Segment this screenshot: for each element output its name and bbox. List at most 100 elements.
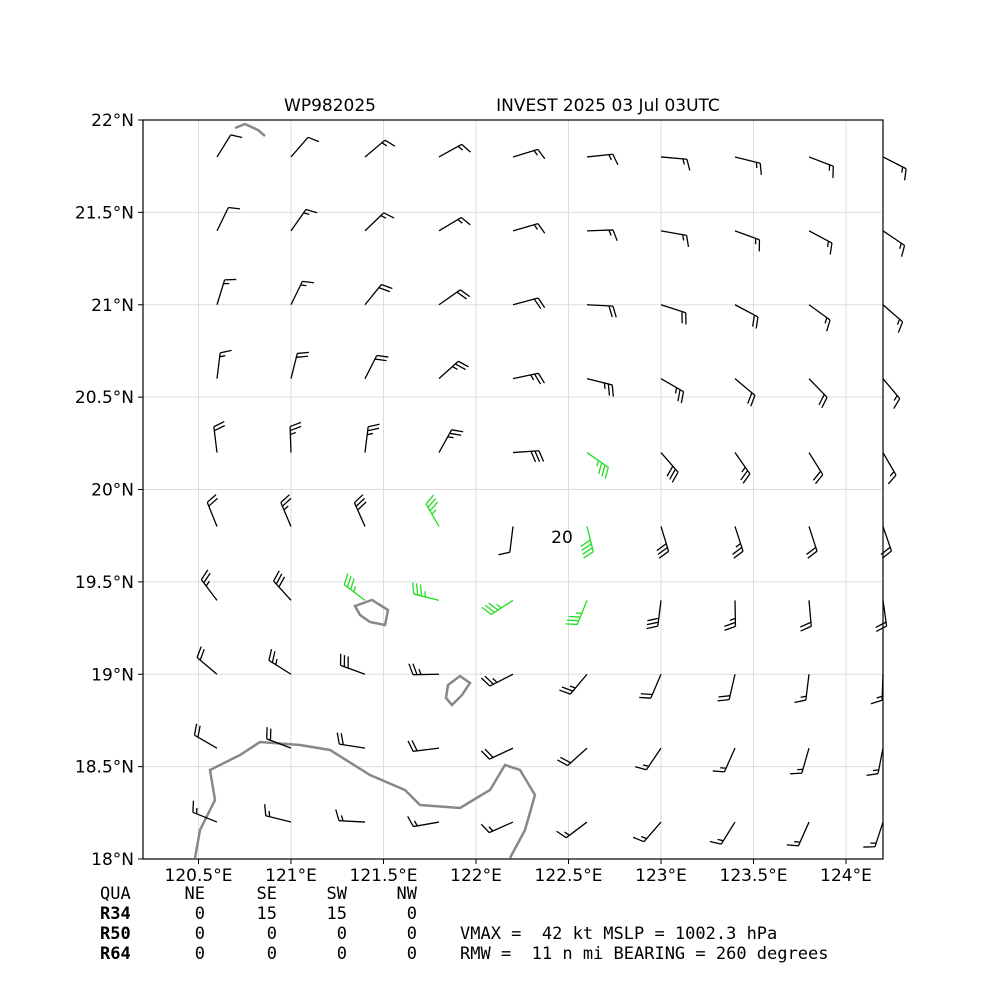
wind-barb <box>808 156 834 178</box>
table-cell: 15 <box>257 904 277 924</box>
wind-barb <box>339 653 366 675</box>
x-tick-label: 121°E <box>265 866 317 886</box>
wind-barb <box>808 378 828 409</box>
table-cell: 0 <box>337 924 347 944</box>
wind-barb <box>808 230 833 255</box>
wind-barb <box>717 674 736 702</box>
wind-barb <box>660 156 691 171</box>
wind-barb <box>213 420 226 453</box>
wind-barb <box>875 600 888 633</box>
x-tick-label: 123.5°E <box>720 866 788 886</box>
table-cell: 0 <box>195 944 205 964</box>
table-cell: R64 <box>100 944 131 964</box>
wind-barb <box>808 452 824 485</box>
wind-barb <box>632 821 662 843</box>
table-cell: 0 <box>407 904 417 924</box>
table-cell: 0 <box>267 924 277 944</box>
wind-barb <box>498 526 514 556</box>
wind-barb <box>882 156 907 181</box>
chart-subtitle: INVEST 2025 03 Jul 03UTC <box>496 96 720 116</box>
wind-barb <box>216 206 241 232</box>
wind-barb <box>412 582 440 601</box>
wind-barb <box>264 804 292 823</box>
wind-barb <box>407 740 440 752</box>
x-tick-label: 122°E <box>450 866 502 886</box>
wind-barb <box>734 304 759 329</box>
axes: 120.5°E 121°E 121.5°E 122°E 122.5°E 123°E 123.… <box>75 111 872 886</box>
wind-barb <box>800 600 812 632</box>
chart-title: WP982025 <box>284 96 376 116</box>
x-tick-label: 123°E <box>635 866 687 886</box>
wind-barb <box>794 674 810 704</box>
x-tick-label: 122.5°E <box>535 866 603 886</box>
wind-barb <box>734 230 761 252</box>
table-header: SW <box>327 884 348 904</box>
wind-barb <box>512 372 546 385</box>
wind-barb <box>724 600 737 631</box>
wind-barb <box>556 821 588 839</box>
wind-barb <box>786 821 810 847</box>
y-tick-label: 22°N <box>91 111 134 131</box>
wind-barb <box>512 148 546 160</box>
wind-barb <box>438 289 471 306</box>
wind-barb <box>565 600 588 626</box>
wind-barb <box>480 821 514 834</box>
wind-barb <box>289 421 302 453</box>
table-header: NE <box>185 884 205 904</box>
wind-barb <box>882 378 901 409</box>
table-cell: R50 <box>100 924 131 944</box>
wind-barb <box>364 283 393 306</box>
luzon-coast <box>193 740 537 859</box>
wind-barb <box>438 216 471 232</box>
wind-barb <box>806 526 818 559</box>
wind-barb <box>290 351 309 379</box>
wind-barb <box>808 304 831 332</box>
wind-barb <box>408 663 440 676</box>
wind-barb <box>216 278 237 305</box>
wind-barb <box>196 646 218 675</box>
wind-barb <box>712 747 736 773</box>
wind-barb <box>586 378 614 397</box>
y-tick-label: 21.5°N <box>75 203 134 223</box>
y-tick-label: 19°N <box>91 665 134 685</box>
wind-barb <box>206 494 218 527</box>
wind-barb <box>290 136 320 158</box>
wind-barb <box>290 280 315 306</box>
wind-barb <box>193 723 218 749</box>
island <box>444 674 472 707</box>
wind-barb <box>480 673 514 687</box>
y-tick-label: 19.5°N <box>75 573 134 593</box>
wind-barb <box>216 134 243 158</box>
wind-barb <box>660 452 679 483</box>
wind-barb <box>438 360 469 380</box>
coastline <box>193 122 537 859</box>
wind-barb <box>646 600 662 630</box>
wind-barb <box>660 304 687 325</box>
wind-barb <box>480 747 514 760</box>
wind-barb <box>734 452 751 484</box>
wind-barb <box>639 673 662 699</box>
island <box>353 598 390 627</box>
x-tick-label: 120.5°E <box>165 866 233 886</box>
wind-barb <box>364 423 380 453</box>
wind-barb <box>557 747 588 767</box>
wind-barb <box>586 304 617 318</box>
wind-barb <box>266 727 292 749</box>
table-cell: 0 <box>195 904 205 924</box>
barbs <box>192 134 907 848</box>
wind-barb <box>335 809 366 823</box>
y-tick-label: 21°N <box>91 296 134 316</box>
wind-barb <box>353 494 367 527</box>
wind-barb <box>586 153 619 166</box>
wind-barb <box>586 452 609 479</box>
wind-barb <box>586 229 618 242</box>
y-tick-label: 20.5°N <box>75 388 134 408</box>
x-tick-label: 124°E <box>820 866 872 886</box>
info-line: VMAX = 42 kt MSLP = 1002.3 hPa <box>460 924 777 944</box>
wind-barb <box>512 450 545 463</box>
wind-barb <box>656 526 670 559</box>
wind-barb <box>268 648 292 675</box>
wind-barb <box>580 526 594 559</box>
wind-barb <box>290 208 318 232</box>
